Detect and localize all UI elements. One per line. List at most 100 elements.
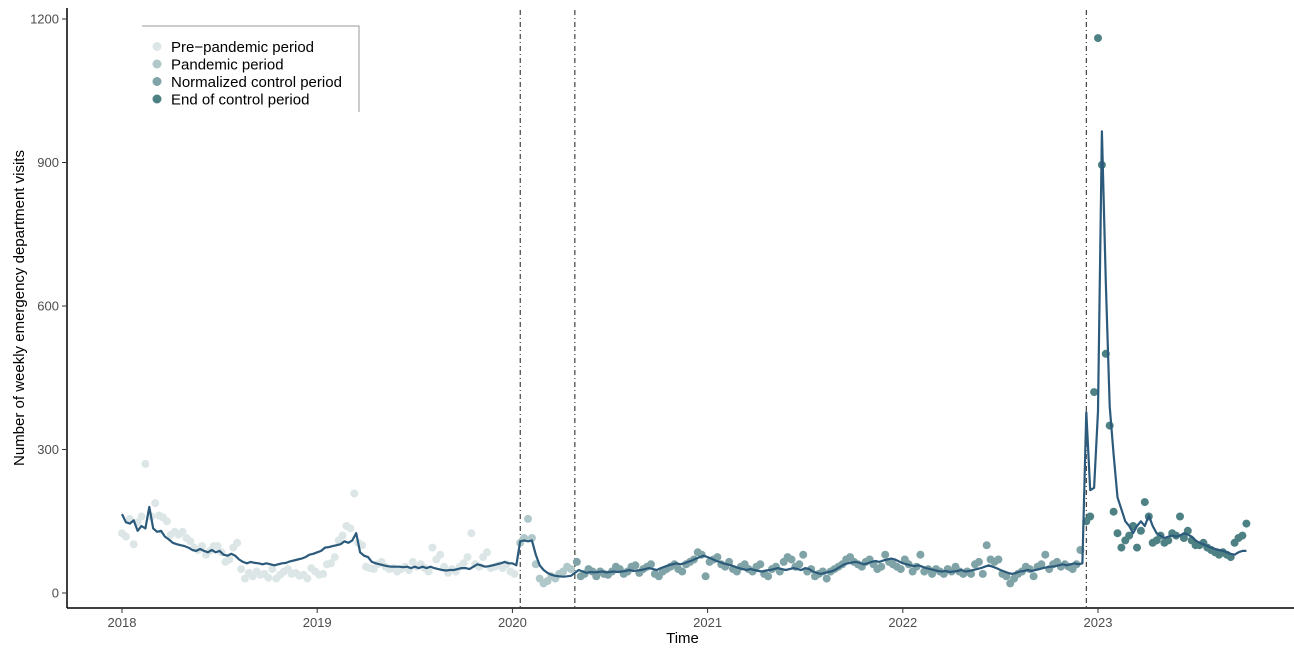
data-point [1136,526,1145,535]
legend-swatch [152,94,162,104]
data-point [567,565,575,574]
data-point [1238,531,1247,540]
fitted-line-layer [121,130,1247,578]
y-tick-label: 900 [37,155,59,170]
data-point [303,574,312,583]
data-point [440,562,449,571]
data-point [1086,512,1095,521]
data-point [978,569,987,578]
data-point [319,569,328,578]
legend-swatch [152,42,162,51]
data-point [151,499,160,508]
x-tick-label: 2019 [303,615,332,630]
data-point [524,514,532,523]
legend-swatch [152,59,162,69]
data-point [186,537,195,546]
data-point [631,561,640,570]
legend-label: End of control period [171,92,309,109]
data-point [1176,512,1184,521]
y-tick-label: 1200 [30,12,59,27]
data-point [141,459,150,468]
data-point [982,541,991,550]
data-point [162,517,171,526]
data-point [994,555,1003,564]
x-axis-title: Time [666,630,699,647]
data-point [233,538,242,547]
data-points [118,34,1251,588]
data-point [896,565,905,574]
legend-label: Pandemic period [171,57,284,74]
data-point [467,529,476,538]
data-point [1029,572,1038,581]
data-point [338,531,347,540]
data-point [213,542,222,551]
y-tick-label: 600 [37,299,59,314]
data-point [1090,388,1099,397]
legend-swatch [152,77,162,86]
x-tick-label: 2022 [888,615,917,630]
data-point [1125,531,1134,540]
legend-label: Normalized control period [171,74,342,91]
data-point [178,527,187,536]
data-point [916,550,925,559]
y-axis-ticks: 0 300 600 900 1200 [30,12,67,601]
data-point [268,565,277,574]
data-point [1002,572,1011,581]
data-point [137,512,146,521]
data-point [225,555,234,564]
data-point [326,559,335,568]
data-point [428,543,437,552]
data-point [701,572,710,581]
period-divider-lines [519,10,1087,608]
data-point [799,550,808,559]
y-tick-label: 0 [52,586,59,601]
data-point [764,572,773,581]
data-point [756,560,765,569]
data-point [1037,560,1046,569]
data-point [1109,507,1118,516]
data-point [237,565,246,574]
series-4-points [1082,34,1251,562]
data-point [121,532,130,541]
data-point [572,557,581,566]
data-point [459,559,468,568]
fitted-line [121,130,1247,578]
data-point [1094,34,1102,43]
data-point [1133,543,1141,552]
data-point [1041,550,1050,559]
data-point [822,574,831,583]
y-tick-label: 300 [37,442,59,457]
x-tick-label: 2018 [108,615,137,630]
x-tick-label: 2020 [498,615,527,630]
data-point [1117,543,1126,552]
data-point [241,574,249,583]
data-point [330,553,339,562]
data-point [1140,498,1149,507]
data-point [1113,529,1122,538]
data-point [424,567,433,576]
data-point [483,548,491,557]
data-point [346,524,355,533]
legend-label: Pre−pandemic period [171,39,314,56]
x-tick-label: 2023 [1084,615,1113,630]
data-point [510,569,519,578]
axes [66,8,1294,609]
data-point [1242,519,1251,528]
data-point [129,540,138,549]
data-point [436,550,445,559]
data-point [264,573,273,582]
data-point [795,560,804,569]
data-point [350,489,359,498]
data-point [787,555,796,564]
series-1-points [118,459,519,583]
data-point [678,567,687,576]
data-point [877,562,886,571]
x-tick-label: 2021 [693,615,722,630]
y-axis-title: Number of weekly emergency department vi… [11,150,28,466]
data-point [1179,534,1188,542]
series-3-points [572,541,1085,588]
x-axis-ticks: 2018 2019 2020 2021 2022 2023 [108,608,1113,630]
legend-frame [142,25,360,112]
data-point [463,553,472,562]
